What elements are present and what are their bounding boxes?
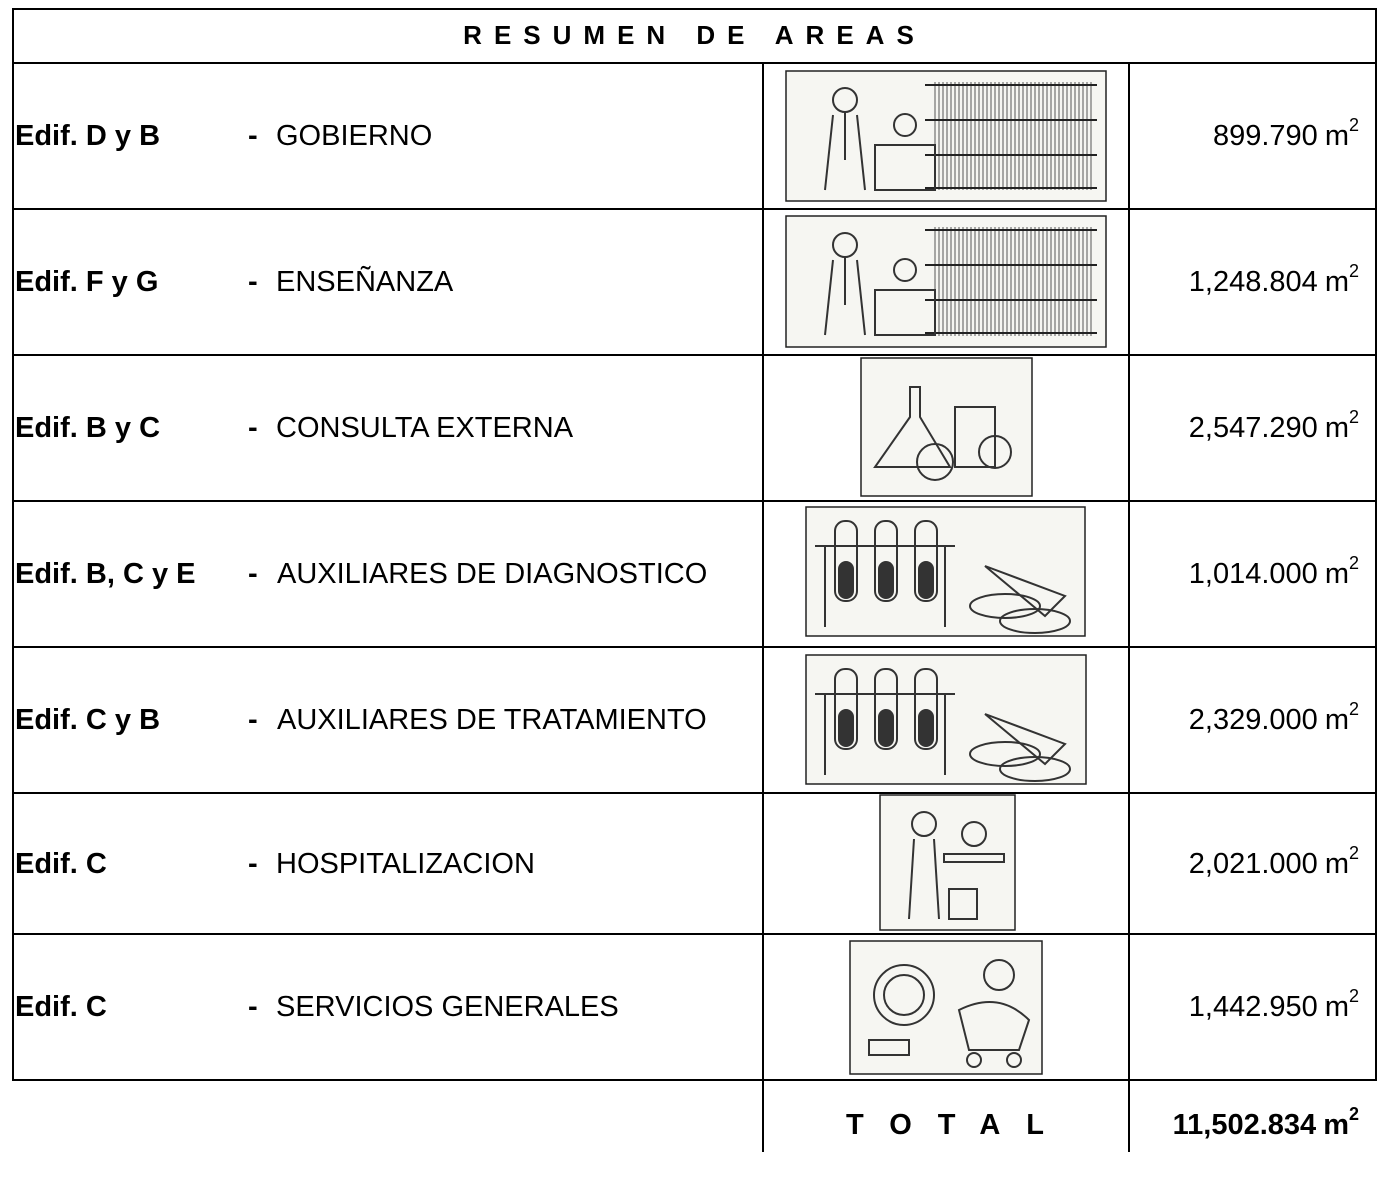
unit: m2 (1324, 842, 1359, 880)
unit-exponent: 2 (1348, 553, 1359, 573)
rule (12, 792, 1377, 794)
rule (1375, 8, 1377, 1080)
rule (12, 8, 14, 1080)
illustration (785, 70, 1107, 202)
rule (12, 933, 1377, 935)
rule (1128, 62, 1130, 1152)
separator: - (248, 412, 258, 444)
building: Edif. F y G (15, 266, 159, 298)
area-value: 1,442.950 m2 (1128, 986, 1359, 1023)
unit: m2 (1324, 261, 1359, 298)
illustration (785, 215, 1107, 348)
building: Edif. B y C (15, 412, 161, 444)
area-value: 2,547.290 m2 (1128, 407, 1359, 444)
rule (12, 8, 1377, 10)
building: Edif. C y B (15, 704, 161, 736)
unit: m2 (1324, 115, 1359, 152)
building: Edif. C (15, 847, 107, 880)
illustration (879, 794, 1016, 931)
total-label: TOTAL (846, 1109, 1070, 1141)
area-name: AUXILIARES DE TRATAMIENTO (277, 704, 707, 736)
area-name: HOSPITALIZACION (276, 847, 535, 880)
building: Edif. C (15, 991, 107, 1023)
area-name: ENSEÑANZA (276, 266, 454, 298)
value: 2,329.000 (1188, 704, 1318, 736)
value: 899.790 (1212, 120, 1318, 152)
separator: - (248, 558, 258, 590)
unit: m2 (1324, 986, 1359, 1023)
unit-exponent: 2 (1348, 261, 1359, 281)
unit-exponent: 2 (1348, 115, 1359, 135)
illustration (849, 940, 1043, 1075)
area-value: 11,502.834 m2 (1128, 1104, 1359, 1141)
area-value: 2,329.000 m2 (1128, 699, 1359, 736)
area-name: AUXILIARES DE DIAGNOSTICO (277, 558, 708, 590)
separator: - (248, 704, 258, 736)
value: 2,547.290 (1188, 412, 1318, 444)
rule (12, 62, 1377, 64)
rule (12, 1079, 1377, 1081)
unit: m2 (1323, 1104, 1359, 1141)
rule (762, 62, 764, 1152)
unit-exponent: 2 (1348, 842, 1359, 863)
value: 2,021.000 (1188, 847, 1318, 880)
unit: m2 (1324, 407, 1359, 444)
illustration (805, 654, 1087, 785)
rule (12, 646, 1377, 648)
illustration (805, 506, 1086, 637)
illustration (860, 357, 1033, 497)
building: Edif. B, C y E (15, 558, 196, 590)
rule (12, 208, 1377, 210)
separator: - (248, 266, 258, 298)
area-value: 1,248.804 m2 (1128, 261, 1359, 298)
separator: - (248, 847, 258, 880)
value: 1,442.950 (1188, 991, 1318, 1023)
rule (12, 500, 1377, 502)
unit-exponent: 2 (1348, 699, 1359, 719)
area-name: SERVICIOS GENERALES (276, 991, 619, 1023)
separator: - (248, 991, 258, 1023)
value: 1,014.000 (1188, 558, 1318, 590)
separator: - (248, 120, 258, 152)
area-name: CONSULTA EXTERNA (276, 412, 574, 444)
area-name: GOBIERNO (276, 120, 433, 152)
building: Edif. D y B (15, 120, 161, 152)
area-value: 899.790 m2 (1128, 115, 1359, 152)
area-value: 2,021.000 m2 (1128, 842, 1359, 880)
unit: m2 (1324, 553, 1359, 590)
value: 1,248.804 (1188, 266, 1318, 298)
value: 11,502.834 (1172, 1109, 1317, 1141)
unit-exponent: 2 (1348, 407, 1359, 427)
rule (12, 354, 1377, 356)
unit: m2 (1324, 699, 1359, 736)
area-value: 1,014.000 m2 (1128, 553, 1359, 590)
unit-exponent: 2 (1348, 986, 1359, 1006)
unit-exponent: 2 (1348, 1104, 1359, 1124)
title: RESUMEN DE AREAS (463, 20, 926, 50)
